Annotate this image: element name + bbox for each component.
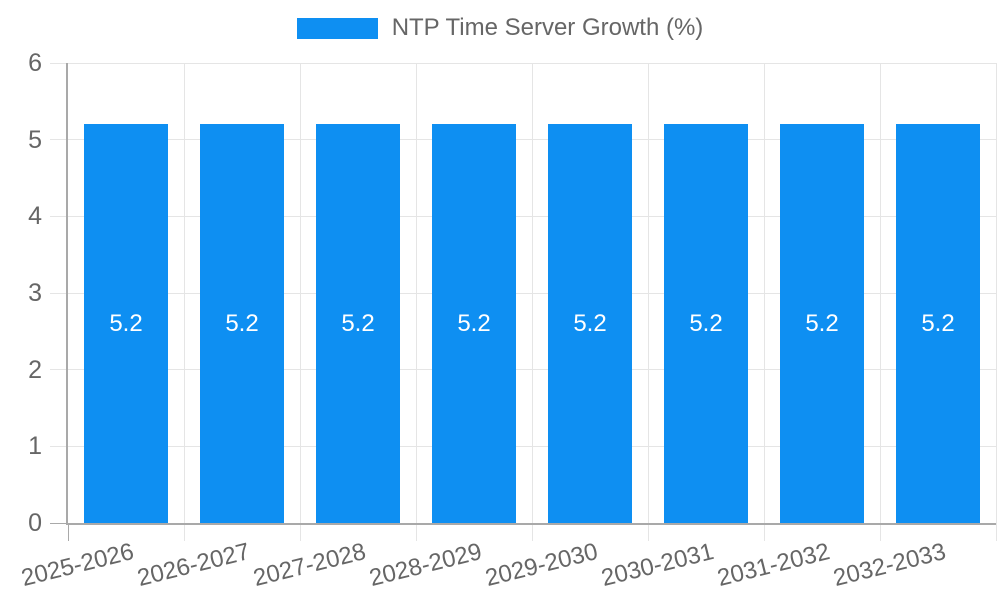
y-axis-tick: [50, 522, 68, 524]
legend[interactable]: NTP Time Server Growth (%): [0, 14, 1000, 42]
y-axis-tick-label: 1: [28, 432, 42, 461]
y-axis-tick: [50, 292, 68, 294]
y-axis-tick-label: 0: [28, 509, 42, 537]
x-axis-tick: [531, 523, 533, 541]
bar-value-label: 5.2: [341, 309, 375, 337]
y-axis-tick: [50, 369, 68, 371]
bar: [664, 124, 748, 523]
gridline-vertical: [647, 63, 649, 523]
x-axis-line: [66, 523, 996, 525]
x-axis-tick: [763, 523, 765, 541]
y-axis-tick: [50, 215, 68, 217]
gridline-vertical: [531, 63, 533, 523]
legend-label: NTP Time Server Growth (%): [391, 14, 704, 41]
gridline-vertical: [183, 63, 185, 523]
gridline-vertical: [299, 63, 301, 523]
bar-value-label: 5.2: [689, 309, 723, 337]
y-axis-tick-label: 6: [28, 49, 42, 77]
bar-value-label: 5.2: [225, 309, 259, 337]
y-axis-tick-label: 2: [28, 355, 42, 384]
y-axis-line: [66, 63, 68, 523]
x-axis-tick: [879, 523, 881, 541]
y-axis-tick-label: 4: [28, 202, 42, 231]
y-axis-tick: [50, 139, 68, 141]
bar: [548, 124, 632, 523]
y-axis-tick-label: 3: [28, 279, 42, 307]
bar: [316, 124, 400, 523]
y-axis-tick-label: 5: [28, 125, 42, 154]
bar: [84, 124, 168, 523]
bar-value-label: 5.2: [573, 309, 607, 337]
bar: [200, 124, 284, 523]
x-axis-tick: [415, 523, 417, 541]
bar: [780, 124, 864, 523]
gridline-vertical: [763, 63, 765, 523]
bar-value-label: 5.2: [805, 309, 839, 337]
x-axis-tick: [647, 523, 649, 541]
x-axis-tick: [995, 523, 997, 541]
gridline-vertical: [995, 63, 997, 523]
gridline-vertical: [415, 63, 417, 523]
bar-value-label: 5.2: [457, 309, 491, 337]
bar: [432, 124, 516, 523]
x-axis-tick: [183, 523, 185, 541]
gridline-vertical: [879, 63, 881, 523]
bar-value-label: 5.2: [109, 309, 143, 337]
y-axis-tick: [50, 445, 68, 447]
legend-color-swatch: [296, 17, 378, 39]
bar-value-label: 5.2: [921, 309, 955, 337]
x-axis-tick: [67, 523, 69, 541]
bar: [896, 124, 980, 523]
y-axis-tick: [50, 62, 68, 64]
x-axis-tick: [299, 523, 301, 541]
